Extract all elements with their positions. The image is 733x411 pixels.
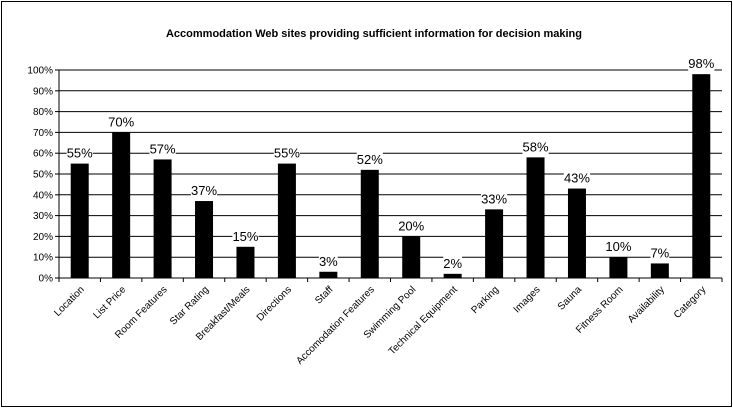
data-label: 3%	[319, 254, 338, 269]
data-label: 70%	[108, 114, 134, 129]
data-label-background	[605, 239, 632, 255]
data-label: 55%	[274, 146, 300, 161]
data-label: 57%	[150, 141, 176, 156]
data-label-background	[443, 255, 463, 271]
x-tick-label: Location	[52, 284, 87, 319]
y-tick-label: 10%	[33, 253, 53, 264]
data-label-background	[190, 183, 218, 199]
data-label: 58%	[523, 139, 549, 154]
data-label: 2%	[443, 256, 462, 271]
x-tick-label: Accomodation Features	[294, 284, 376, 366]
y-tick-label: 40%	[33, 190, 53, 201]
data-label-background	[66, 145, 93, 161]
data-label-background	[522, 139, 549, 155]
data-label: 98%	[688, 56, 714, 71]
x-tick-label: Technical Equipment	[387, 284, 460, 357]
x-tick-label: Staff	[313, 284, 335, 306]
bar	[609, 257, 628, 278]
bars	[70, 74, 711, 278]
y-axis-ticks: 0% 10% 20% 30% 40% 50% 60% 70% 80% 90% 100%	[27, 66, 59, 285]
axes	[58, 70, 722, 279]
data-label-background	[398, 218, 425, 234]
data-label-background	[273, 145, 301, 161]
bar	[485, 209, 504, 278]
data-label: 20%	[398, 218, 424, 233]
y-tick-label: 50%	[33, 170, 53, 181]
x-tick-label: Images	[512, 284, 543, 315]
bar	[692, 74, 711, 278]
bar	[112, 132, 131, 278]
data-label: 52%	[357, 152, 383, 167]
data-label: 37%	[191, 183, 217, 198]
y-tick-label: 100%	[27, 66, 53, 77]
data-label: 43%	[564, 171, 590, 186]
data-label: 55%	[67, 146, 93, 161]
bar	[70, 163, 89, 278]
bar	[567, 188, 586, 278]
y-tick-label: 0%	[39, 274, 54, 285]
bar	[195, 201, 214, 278]
y-tick-label: 90%	[33, 86, 53, 97]
bar	[443, 273, 462, 278]
data-label-background	[650, 245, 670, 261]
data-label: 7%	[650, 245, 669, 260]
y-tick-label: 70%	[33, 128, 53, 139]
bar	[650, 263, 669, 278]
data-label-background	[108, 114, 135, 130]
bar	[360, 169, 379, 278]
bar	[277, 163, 296, 278]
chart-title: Accommodation Web sites providing suffic…	[166, 28, 582, 40]
y-tick-label: 60%	[33, 149, 53, 160]
data-label-background	[480, 191, 508, 207]
y-tick-label: 30%	[33, 211, 53, 222]
y-tick-label: 20%	[33, 232, 53, 243]
data-label: 15%	[232, 229, 258, 244]
data-label-background	[318, 253, 338, 269]
x-tick-label: Sauna	[556, 284, 585, 313]
data-label-background	[149, 141, 176, 157]
x-tick-label: Parking	[469, 284, 501, 316]
x-tick-label: Directions	[255, 284, 294, 323]
x-tick-label: List Price	[91, 284, 128, 321]
x-tick-label: Availability	[626, 284, 667, 325]
y-tick-label: 80%	[33, 107, 53, 118]
bar	[526, 157, 545, 278]
bar	[402, 236, 421, 278]
data-label: 10%	[605, 239, 631, 254]
data-label-background	[563, 170, 591, 186]
x-tick-label: Category	[672, 284, 708, 320]
data-labels: 55% 70% 57% 37% 15% 55% 3% 52% 20% 2% 33% 58% 43% 10%…	[66, 56, 715, 271]
bar	[153, 159, 172, 278]
data-label-background	[356, 151, 383, 167]
bar	[236, 246, 255, 278]
x-tick-label: Star Rating	[168, 284, 211, 327]
data-label-background	[232, 228, 259, 244]
bar	[319, 271, 338, 278]
data-label: 33%	[481, 191, 507, 206]
data-label-background	[688, 56, 715, 72]
bar-chart: Accommodation Web sites providing suffic…	[27, 28, 723, 367]
